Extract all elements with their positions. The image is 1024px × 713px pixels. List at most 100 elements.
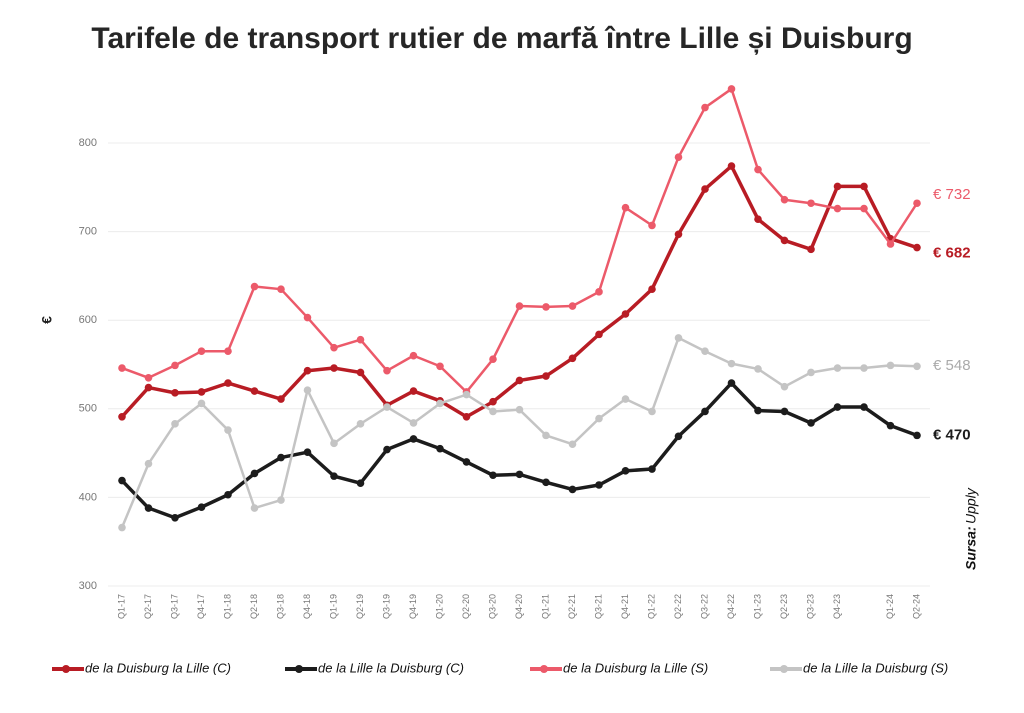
data-point [171, 361, 179, 370]
data-point [118, 412, 126, 421]
data-point [754, 365, 762, 373]
x-tick-label: Q4-20 [514, 594, 524, 619]
data-point [542, 372, 550, 380]
data-point [250, 504, 259, 512]
data-point [197, 503, 206, 511]
data-point [674, 230, 683, 239]
data-point [144, 373, 153, 382]
data-point [648, 221, 656, 230]
data-point [780, 195, 789, 204]
data-point [356, 420, 365, 428]
series-line [120, 336, 918, 529]
x-tick-label: Q3-17 [169, 594, 179, 619]
source-name: Upply [963, 487, 979, 524]
x-tick-label: Q4-22 [726, 594, 736, 619]
data-label: € 732 [933, 186, 971, 203]
data-point [886, 240, 895, 248]
legend-dot [780, 665, 788, 673]
data-point [515, 470, 524, 479]
data-point [277, 285, 285, 293]
x-tick-label: Q3-21 [593, 594, 603, 619]
y-tick-label: 700 [79, 226, 97, 238]
source: Sursa: Upply [963, 487, 979, 570]
x-tick-label: Q1-17 [116, 594, 126, 619]
data-point [542, 478, 550, 487]
data-point [568, 302, 577, 310]
data-point [383, 403, 391, 411]
x-tick-label: Q2-23 [779, 594, 789, 619]
data-point [860, 182, 868, 191]
data-point [383, 445, 391, 454]
data-point [595, 330, 603, 339]
data-point [462, 390, 471, 399]
data-point [727, 379, 736, 387]
data-point [277, 395, 285, 403]
data-point [436, 399, 444, 408]
data-point [250, 469, 259, 478]
x-tick-label: Q3-22 [699, 594, 709, 619]
x-tick-label: Q1-18 [222, 594, 232, 619]
data-point [356, 368, 365, 377]
data-point [648, 407, 656, 416]
data-label: € 548 [933, 357, 971, 374]
data-point [330, 364, 338, 372]
data-point [515, 405, 524, 414]
x-tick-label: Q3-23 [805, 594, 815, 619]
legend-dot [62, 665, 70, 673]
data-point [118, 523, 126, 532]
data-point [807, 368, 815, 377]
x-tick-label: Q2-17 [143, 594, 153, 619]
data-point [701, 185, 709, 193]
data-point [409, 351, 418, 360]
data-point [356, 335, 365, 344]
y-tick-label: 500 [79, 403, 97, 415]
data-point [303, 386, 312, 394]
x-tick-label: Q4-21 [620, 594, 630, 619]
y-tick-label: 400 [79, 491, 97, 503]
data-point [913, 199, 921, 208]
data-point [833, 364, 842, 372]
data-point [833, 204, 842, 213]
chart-title: Tarifele de transport rutier de marfă în… [91, 22, 912, 55]
legend-dot [540, 665, 548, 673]
data-point [701, 407, 709, 416]
data-point [303, 313, 312, 322]
data-point [568, 354, 577, 363]
data-point [807, 419, 815, 427]
data-point [568, 440, 577, 449]
data-point [701, 347, 709, 356]
data-point [356, 479, 365, 488]
series-line [121, 87, 919, 394]
data-point [330, 472, 338, 480]
data-point [754, 165, 762, 174]
data-point [489, 397, 497, 406]
x-tick-label: Q2-20 [461, 594, 471, 619]
legend-label: de la Lille la Duisburg (S) [803, 660, 948, 675]
x-tick-label: Q3-20 [487, 594, 497, 619]
x-tick-label: Q3-19 [381, 594, 391, 619]
x-tick-label: Q1-23 [752, 594, 762, 619]
data-point [621, 467, 630, 475]
data-point [250, 282, 259, 291]
data-point [489, 407, 497, 416]
data-point [171, 420, 179, 428]
data-point [224, 347, 232, 356]
data-point [621, 203, 630, 212]
data-point [833, 182, 842, 191]
data-point [727, 162, 736, 170]
data-point [807, 245, 815, 254]
data-point [595, 481, 603, 489]
data-point [436, 362, 444, 371]
data-point [515, 376, 524, 385]
data-point [621, 310, 630, 318]
data-point [436, 444, 444, 453]
data-point [224, 490, 232, 499]
data-point [277, 496, 285, 504]
data-point [780, 382, 789, 391]
data-point [568, 485, 577, 494]
x-tick-label: Q4-23 [832, 594, 842, 619]
data-point [409, 435, 418, 443]
data-point [224, 426, 232, 434]
data-point [118, 364, 126, 372]
